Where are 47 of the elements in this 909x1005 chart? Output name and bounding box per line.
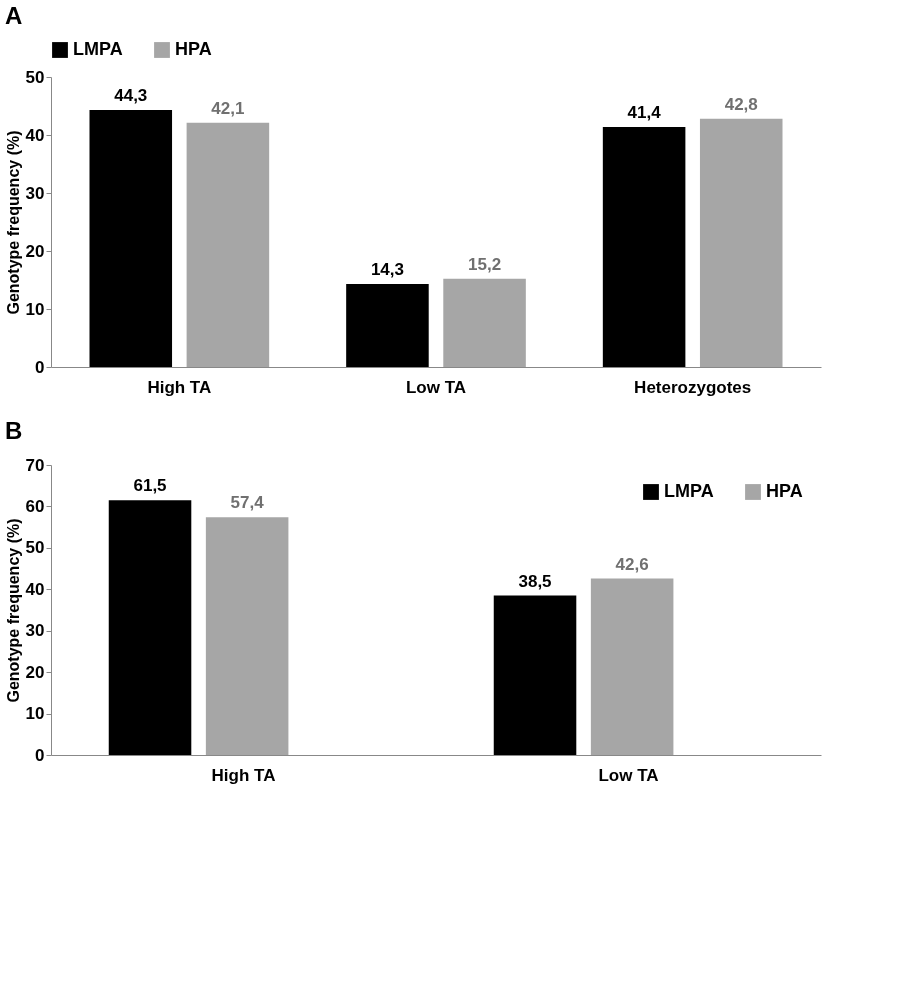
bar: [205, 517, 289, 755]
data-label: 41,4: [627, 102, 662, 122]
y-tick-label: 30: [25, 621, 45, 641]
legend-label: HPA: [175, 39, 212, 59]
x-tick-label: High TA: [147, 377, 212, 397]
legend-label: HPA: [766, 481, 803, 501]
bar: [699, 118, 783, 367]
y-tick-label: 20: [25, 662, 45, 682]
data-label: 57,4: [230, 493, 265, 513]
bar: [89, 110, 173, 367]
bar: [346, 284, 429, 367]
x-tick-label: High TA: [211, 765, 276, 785]
legend-label: LMPA: [664, 481, 714, 501]
chart-title: A: [5, 2, 23, 29]
data-label: 38,5: [518, 571, 552, 591]
y-tick-label: 50: [25, 538, 45, 558]
bar: [493, 595, 577, 755]
y-tick-label: 30: [25, 183, 45, 203]
data-label: 44,3: [114, 86, 148, 106]
y-tick-label: 70: [25, 455, 45, 475]
y-tick-label: 40: [25, 125, 45, 145]
bar: [108, 500, 192, 755]
bar: [602, 126, 686, 367]
y-axis-title: Genotype frequency (%): [4, 130, 22, 315]
chart-title: B: [5, 417, 23, 444]
legend-label: LMPA: [73, 39, 123, 59]
data-label: 14,3: [370, 260, 404, 280]
data-label: 42,8: [724, 94, 758, 114]
data-label: 15,2: [468, 254, 502, 274]
y-tick-label: 10: [25, 299, 45, 319]
y-tick-label: 10: [25, 704, 45, 724]
data-label: 42,6: [615, 554, 649, 574]
y-tick-label: 60: [25, 496, 45, 516]
y-tick-label: 20: [25, 241, 45, 261]
data-label: 42,1: [211, 98, 245, 118]
y-tick-label: 50: [25, 67, 45, 87]
y-axis-title: Genotype frequency (%): [4, 518, 22, 703]
x-tick-label: Low TA: [405, 377, 467, 397]
y-tick-label: 40: [25, 579, 45, 599]
bar: [590, 578, 674, 755]
x-tick-label: Heterozygotes: [634, 377, 752, 397]
bar: [186, 122, 270, 367]
bar: [443, 278, 526, 367]
x-tick-label: Low TA: [598, 765, 659, 785]
y-tick-label: 0: [35, 357, 45, 377]
data-label: 61,5: [133, 476, 167, 496]
y-tick-label: 0: [35, 745, 45, 765]
